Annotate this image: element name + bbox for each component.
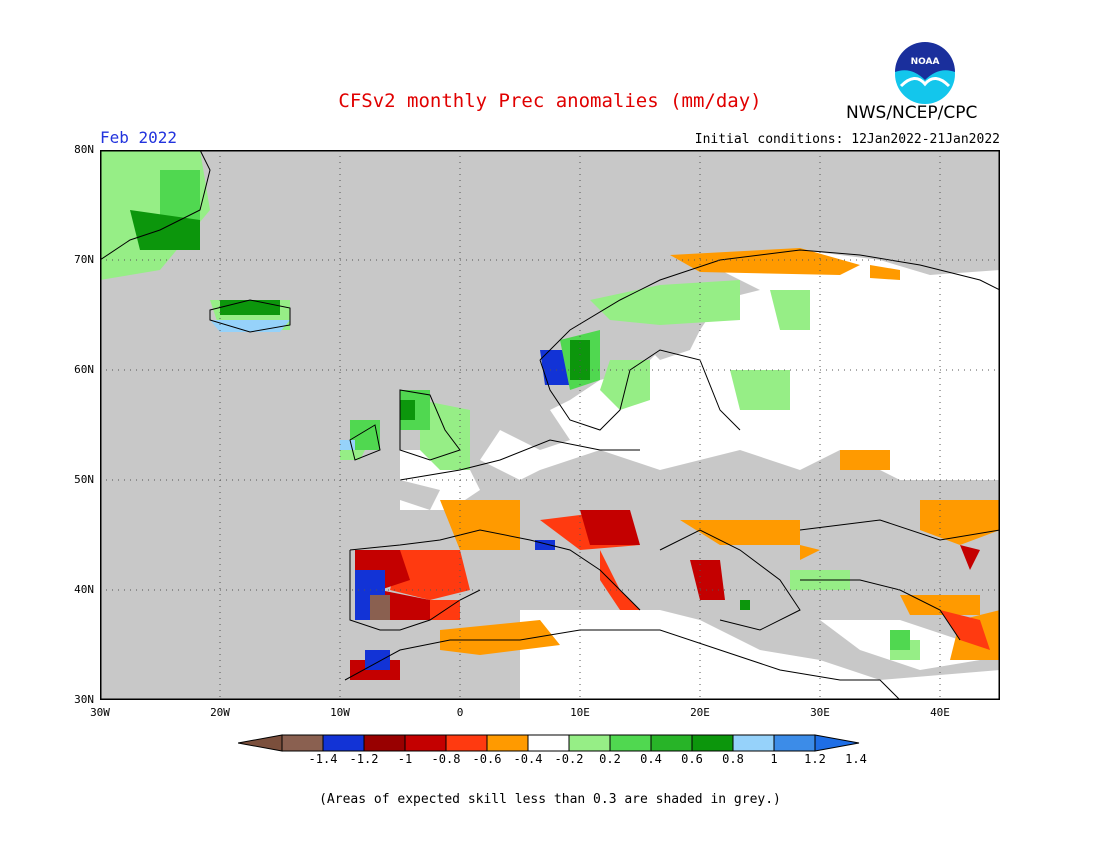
coastlines [100,150,1000,700]
colorbar-tick-label: 1.4 [845,752,867,766]
forecast-month: Feb 2022 [100,128,178,147]
map-frame [100,150,1000,700]
colorbar-tick-label: -0.4 [513,752,543,766]
anomaly-map [100,150,1000,700]
colorbar-swatch [609,734,652,752]
colorbar-right-triangle [814,734,860,752]
colorbar-tick-label: -1 [397,752,413,766]
colorbar-swatch [773,734,816,752]
colorbar-swatch [363,734,406,752]
initial-conditions: Initial conditions: 12Jan2022-21Jan2022 [694,132,1000,147]
colorbar-swatch [322,734,365,752]
lon-label: 40E [930,706,950,719]
colorbar-tick-label: 0.4 [640,752,662,766]
lat-label: 60N [74,363,94,376]
anomaly-brown [370,595,390,620]
anomaly-orange [440,248,1000,660]
agency-label: NWS/NCEP/CPC [846,103,978,123]
colorbar-swatch [445,734,488,752]
colorbar-tick-label: -1.4 [308,752,338,766]
noaa-logo: NOAA [895,42,955,104]
lon-label: 10E [570,706,590,719]
colorbar-tick-label: 1 [770,752,778,766]
lon-label: 30W [90,706,110,719]
lat-label: 30N [74,693,94,706]
colorbar [238,734,860,752]
colorbar-swatch [650,734,693,752]
colorbar-tick-label: -1.2 [349,752,379,766]
lat-label: 70N [74,253,94,266]
colorbar-tick-label: 1.2 [804,752,826,766]
lon-label: 30E [810,706,830,719]
colorbar-tick-label: 0.2 [599,752,621,766]
lon-label: 10W [330,706,350,719]
colorbar-tick-label: -0.6 [472,752,502,766]
lon-label: 20E [690,706,710,719]
colorbar-swatch [486,734,529,752]
colorbar-swatch [732,734,775,752]
colorbar-swatch [691,734,734,752]
noaa-logo-text: NOAA [911,57,940,67]
colorbar-swatch [404,734,447,752]
colorbar-tick-label: 0.6 [681,752,703,766]
colorbar-swatch [568,734,611,752]
map-title: CFSv2 monthly Prec anomalies (mm/day) [338,90,762,112]
colorbar-tick-label: -0.8 [431,752,461,766]
colorbar-swatch [281,734,324,752]
colorbar-tick-label: -0.2 [554,752,584,766]
colorbar-swatch [527,734,570,752]
lon-label: 20W [210,706,230,719]
gridlines [100,150,1000,700]
neutral-land-areas [400,250,1000,700]
lon-label: 0 [456,706,464,719]
colorbar-left-triangle [238,734,283,752]
colorbar-tick-label: 0.8 [722,752,744,766]
lat-label: 40N [74,583,94,596]
skill-note: (Areas of expected skill less than 0.3 a… [319,792,781,807]
lat-label: 50N [74,473,94,486]
lat-label: 80N [74,143,94,156]
